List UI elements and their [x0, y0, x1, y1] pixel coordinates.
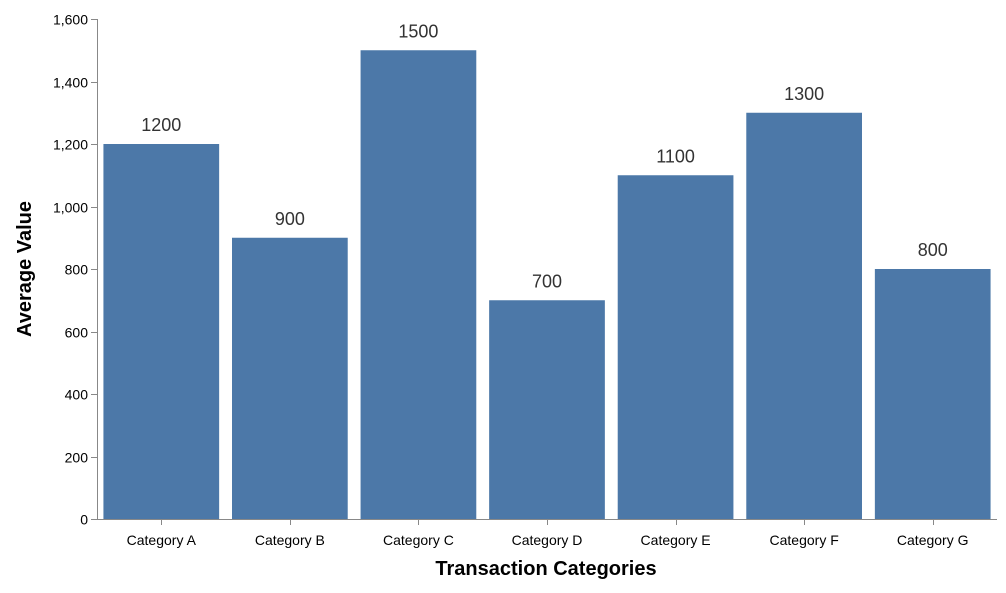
y-tick-label: 1,200: [53, 137, 88, 153]
bar: [617, 175, 734, 519]
x-axis: Category A Category B Category C Category D…: [97, 519, 997, 548]
bar-value-label: 800: [918, 240, 948, 260]
bar-value-labels: 1200 900 1500 700 1100 1300 800: [141, 21, 947, 291]
bar: [103, 144, 220, 519]
x-tick-label: Category B: [255, 532, 325, 548]
bar: [489, 300, 605, 519]
bar-value-label: 700: [532, 271, 562, 291]
x-tick-label: Category F: [770, 532, 839, 548]
bar-value-label: 1300: [784, 84, 824, 104]
x-tick-label: Category D: [512, 532, 583, 548]
y-tick-label: 800: [65, 262, 89, 278]
bar: [874, 269, 991, 519]
y-tick-label: 200: [65, 450, 89, 466]
x-tick-label: Category C: [383, 532, 454, 548]
y-tick-label: 1,000: [53, 200, 88, 216]
y-tick-label: 1,400: [53, 75, 88, 91]
bar-value-label: 1500: [398, 21, 438, 41]
x-axis-title: Transaction Categories: [435, 558, 656, 580]
y-tick-label: 600: [65, 325, 89, 341]
y-tick-label: 1,600: [53, 12, 88, 28]
x-tick-label: Category G: [897, 532, 969, 548]
bar: [746, 112, 862, 519]
y-axis: 0 200 400 600 800 1,000 1,200 1,400 1,600: [53, 12, 98, 528]
y-tick-label: 400: [65, 387, 89, 403]
bar: [232, 237, 348, 519]
bar-value-label: 1200: [141, 115, 181, 135]
y-axis-title: Average Value: [14, 201, 36, 337]
x-tick-label: Category E: [641, 532, 711, 548]
bar-value-label: 900: [275, 209, 305, 229]
y-tick-label: 0: [80, 512, 88, 528]
bar-series: [103, 50, 991, 519]
bar: [360, 50, 477, 519]
x-tick-label: Category A: [127, 532, 197, 548]
bar-value-label: 1100: [656, 146, 695, 166]
